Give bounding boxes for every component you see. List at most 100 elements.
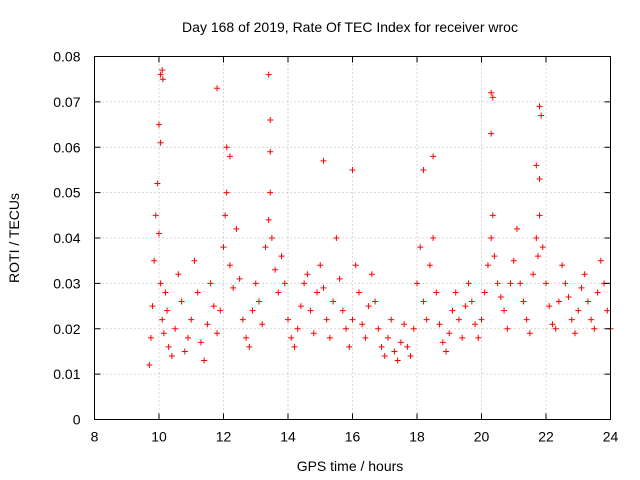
data-point <box>223 189 230 196</box>
data-point <box>523 316 530 323</box>
data-point <box>420 166 427 173</box>
data-point <box>538 112 545 119</box>
data-point <box>459 334 466 341</box>
data-point <box>572 330 579 337</box>
data-point <box>168 352 175 359</box>
data-point <box>417 244 424 251</box>
x-tick-label: 14 <box>280 429 296 445</box>
x-tick-label: 18 <box>409 429 425 445</box>
data-point <box>301 280 308 287</box>
data-point <box>160 330 167 337</box>
data-point <box>452 289 459 296</box>
data-point <box>546 303 553 310</box>
x-tick-label: 20 <box>474 429 490 445</box>
data-point <box>159 316 166 323</box>
data-point <box>368 271 375 278</box>
data-point <box>175 271 182 278</box>
data-point <box>304 271 311 278</box>
x-tick-label: 22 <box>538 429 554 445</box>
data-point <box>164 307 171 314</box>
y-axis-title: ROTI / TECUs <box>6 193 22 283</box>
data-point <box>210 303 217 310</box>
data-point <box>333 235 340 241</box>
data-point <box>320 284 327 291</box>
data-point <box>489 94 496 101</box>
data-point <box>265 216 272 223</box>
data-point <box>288 334 295 341</box>
data-point <box>378 343 385 350</box>
data-point <box>449 307 456 314</box>
data-point <box>359 321 366 328</box>
data-point <box>272 266 279 273</box>
data-point <box>494 280 501 287</box>
data-point <box>552 325 559 332</box>
data-point <box>510 257 517 264</box>
data-point <box>320 157 327 164</box>
data-point <box>489 212 496 219</box>
data-point <box>214 85 221 92</box>
data-point <box>157 139 164 146</box>
x-tick-label: 24 <box>603 429 619 445</box>
data-point <box>520 298 527 305</box>
y-tick-label: 0.04 <box>53 230 80 246</box>
data-point <box>197 339 204 346</box>
data-point <box>404 343 411 350</box>
data-point <box>243 334 250 341</box>
data-point <box>536 212 543 219</box>
data-point <box>455 316 462 323</box>
data-point <box>159 67 166 74</box>
data-point <box>539 244 546 251</box>
data-point <box>285 316 291 323</box>
data-point <box>249 307 256 314</box>
data-point <box>323 316 330 323</box>
data-point <box>562 280 569 287</box>
data-point <box>375 325 382 332</box>
data-point <box>430 235 437 241</box>
data-point <box>420 298 427 305</box>
x-tick-label: 8 <box>91 429 99 445</box>
data-point <box>317 262 324 269</box>
data-point <box>381 352 388 359</box>
data-point <box>534 253 541 260</box>
data-point <box>201 357 208 364</box>
data-point <box>446 330 453 337</box>
data-point <box>147 334 154 341</box>
data-point <box>156 230 162 237</box>
data-point <box>156 121 162 128</box>
data-point <box>604 307 611 314</box>
data-point <box>159 76 166 83</box>
data-point <box>504 325 511 332</box>
data-point <box>426 262 433 269</box>
x-tick-label: 16 <box>345 429 361 445</box>
data-point <box>443 348 450 355</box>
x-tick-label: 10 <box>151 429 167 445</box>
data-point <box>462 303 469 310</box>
data-point <box>491 253 498 260</box>
data-point <box>478 316 485 323</box>
y-tick-label: 0 <box>73 412 81 428</box>
data-point <box>414 280 420 287</box>
data-point <box>497 293 504 300</box>
data-point <box>268 235 275 241</box>
data-point <box>513 225 520 232</box>
y-tick-label: 0.03 <box>53 275 80 291</box>
data-point <box>152 212 159 219</box>
data-point <box>349 166 356 173</box>
data-point <box>543 280 549 287</box>
data-point <box>410 325 417 332</box>
data-point <box>430 153 437 160</box>
data-point <box>222 212 229 219</box>
data-point <box>275 289 282 296</box>
data-point <box>230 284 237 291</box>
data-point <box>388 316 395 323</box>
data-point <box>591 325 598 332</box>
y-tick-label: 0.06 <box>53 139 80 155</box>
data-point <box>575 307 582 314</box>
data-point <box>172 325 179 332</box>
data-point <box>472 321 479 328</box>
data-point <box>365 303 372 310</box>
y-tick-label: 0.08 <box>53 49 80 65</box>
data-point <box>594 289 601 296</box>
chart-title: Day 168 of 2019, Rate Of TEC Index for r… <box>182 19 518 35</box>
